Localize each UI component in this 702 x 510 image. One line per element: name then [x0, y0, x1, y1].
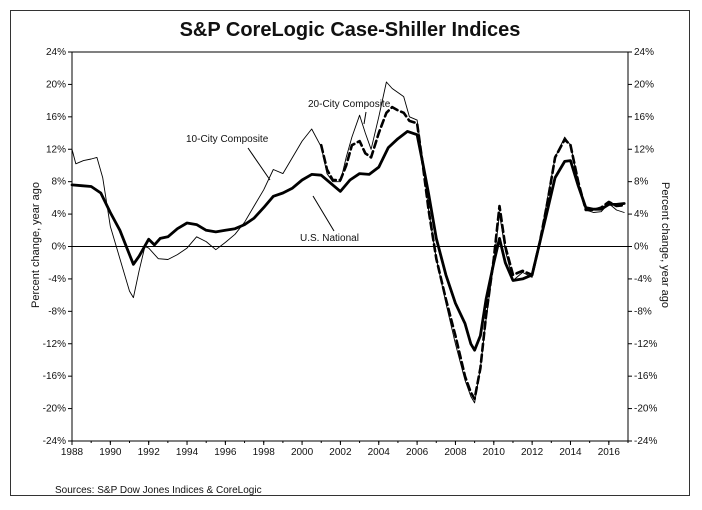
- series-layer: [70, 81, 626, 404]
- y-tick-label-left: 20%: [46, 79, 66, 90]
- x-tick-label: 2004: [368, 447, 391, 458]
- y-tick-label-right: -24%: [634, 436, 657, 447]
- chart-title: S&P CoreLogic Case-Shiller Indices: [179, 19, 521, 41]
- annotation-arrow-10-city: [247, 147, 271, 181]
- y-tick-label-right: -12%: [634, 339, 657, 350]
- x-tick-label: 2014: [559, 447, 582, 458]
- x-tick-label: 1988: [61, 447, 84, 458]
- y-tick-label-right: 4%: [634, 209, 649, 220]
- annotation-20-city: 20-City Composite: [308, 99, 391, 110]
- x-tick-label: 2016: [598, 447, 621, 458]
- y-tick-label-left: -24%: [43, 436, 66, 447]
- y-tick-label-right: -16%: [634, 371, 657, 382]
- y-tick-label-left: -16%: [43, 371, 66, 382]
- y-tick-label-left: 16%: [46, 112, 66, 123]
- y-tick-label-right: 24%: [634, 47, 654, 58]
- y-tick-label-right: -20%: [634, 404, 657, 415]
- y-tick-label-left: 24%: [46, 47, 66, 58]
- y-tick-label-right: 8%: [634, 177, 649, 188]
- series-line-20-city-composite: [319, 105, 626, 401]
- y-tick-label-left: 0%: [52, 242, 67, 253]
- y-tick-label-left: -4%: [48, 274, 66, 285]
- series-line-10-city-composite: [71, 81, 625, 404]
- x-tick-label: 2012: [521, 447, 544, 458]
- annotation-us-national: U.S. National: [300, 233, 359, 244]
- y-tick-label-left: -8%: [48, 306, 66, 317]
- y-tick-label-left: 4%: [52, 209, 67, 220]
- y-tick-label-left: 12%: [46, 144, 66, 155]
- y-axis-label-left: Percent change, year ago: [30, 182, 42, 308]
- y-tick-label-right: 16%: [634, 112, 654, 123]
- y-tick-label-right: -4%: [634, 274, 652, 285]
- x-tick-label: 2000: [291, 447, 314, 458]
- y-tick-label-left: -20%: [43, 404, 66, 415]
- annotation-arrow-20-city: [363, 111, 367, 125]
- x-tick-label: 1994: [176, 447, 199, 458]
- chart-frame: S&P CoreLogic Case-Shiller Indices Sourc…: [10, 10, 690, 496]
- x-tick-label: 1998: [253, 447, 276, 458]
- y-tick-label-left: 8%: [52, 177, 67, 188]
- x-tick-label: 1990: [99, 447, 122, 458]
- label-layer: Percent change, year ago Percent change,…: [30, 99, 671, 308]
- x-tick-label: 1992: [138, 447, 161, 458]
- x-tick-label: 2010: [483, 447, 506, 458]
- y-tick-label-left: -12%: [43, 339, 66, 350]
- x-tick-label: 2008: [444, 447, 467, 458]
- y-tick-label-right: 12%: [634, 144, 654, 155]
- annotation-10-city: 10-City Composite: [186, 134, 269, 145]
- x-tick-label: 2002: [329, 447, 352, 458]
- chart-source: Sources: S&P Dow Jones Indices & CoreLog…: [55, 485, 262, 496]
- y-tick-label-right: -8%: [634, 306, 652, 317]
- y-axis-label-right: Percent change, year ago: [659, 182, 671, 308]
- x-tick-label: 1996: [214, 447, 237, 458]
- y-tick-label-right: 20%: [634, 79, 654, 90]
- annotation-arrow-us-national: [312, 195, 335, 232]
- y-tick-label-right: 0%: [634, 242, 649, 253]
- x-tick-label: 2006: [406, 447, 429, 458]
- axes-layer: 24% 24% 20% 20% 16% 16% 12% 12% 8% 8% 4% 4% 0% 0% -4% -…: [43, 47, 658, 458]
